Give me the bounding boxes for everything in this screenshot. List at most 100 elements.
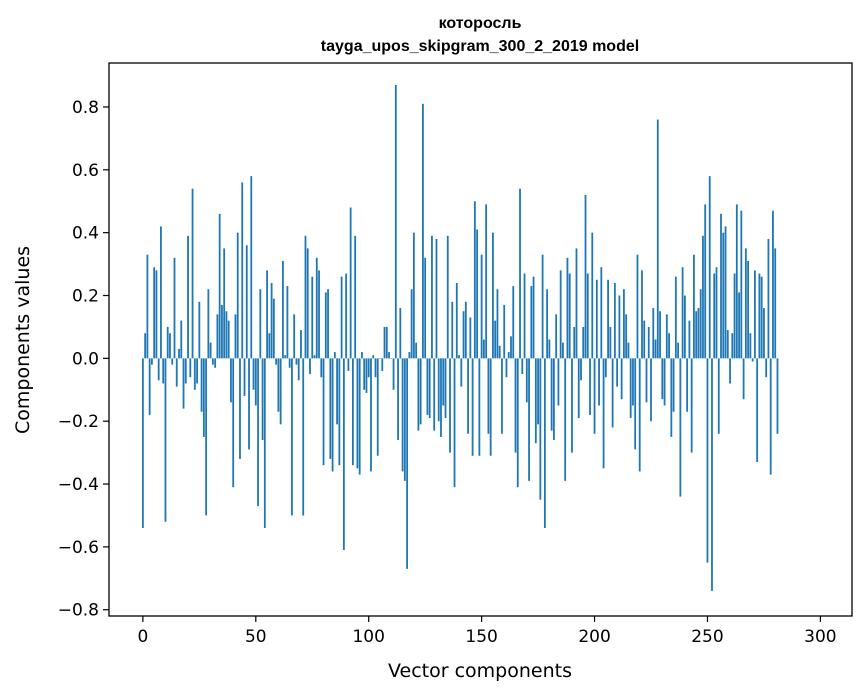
bar — [738, 292, 740, 359]
bar — [760, 276, 763, 359]
y-tick-label: −0.6 — [58, 538, 99, 558]
bar — [155, 270, 158, 359]
chart-title: которосль — [439, 15, 522, 32]
y-tick-label: 0.8 — [72, 98, 99, 118]
bar — [245, 245, 248, 359]
bar — [749, 333, 752, 359]
bar — [654, 339, 657, 359]
bar — [753, 270, 756, 359]
bar — [345, 273, 348, 359]
bar — [254, 358, 257, 406]
bar — [514, 358, 517, 453]
bar — [363, 358, 366, 390]
bar — [632, 358, 634, 406]
bar — [304, 235, 307, 359]
bar — [169, 333, 171, 359]
bar — [634, 358, 637, 450]
bar — [668, 333, 670, 359]
bar — [383, 326, 386, 359]
bar — [602, 358, 605, 469]
y-tick-label: −0.4 — [58, 475, 99, 495]
bar — [184, 358, 187, 384]
bar — [550, 358, 553, 431]
bar — [281, 260, 284, 359]
bar — [211, 358, 214, 365]
bar — [650, 358, 652, 422]
bar — [776, 358, 779, 434]
bar — [178, 348, 180, 359]
bar — [198, 301, 201, 359]
bar — [306, 248, 309, 359]
bar — [311, 276, 314, 359]
bar — [636, 254, 639, 359]
x-tick-label: 0 — [137, 627, 148, 647]
bar — [342, 358, 345, 551]
bar — [440, 358, 442, 437]
y-axis-label: Components values — [12, 246, 34, 434]
bar — [482, 339, 485, 359]
bar — [175, 358, 178, 387]
bar — [327, 289, 329, 359]
bar — [557, 358, 560, 406]
bar — [437, 358, 440, 422]
bar — [573, 326, 576, 359]
bar — [769, 358, 772, 475]
y-tick-label: −0.2 — [58, 412, 99, 432]
bar — [218, 213, 221, 359]
bar — [598, 358, 600, 406]
x-tick-label: 50 — [245, 627, 267, 647]
bar — [525, 358, 528, 403]
chart-subtitle: tayga_upos_skipgram_300_2_2019 model — [321, 38, 639, 55]
bar — [322, 358, 325, 466]
bar — [607, 279, 610, 359]
bar — [428, 358, 431, 419]
bar — [286, 286, 289, 359]
bar — [351, 358, 354, 466]
bar — [225, 311, 228, 359]
bar — [424, 257, 427, 359]
bar — [401, 358, 404, 472]
bar — [205, 358, 208, 516]
bar — [187, 235, 189, 359]
bar — [516, 358, 519, 488]
bar — [367, 358, 370, 378]
y-axis-ticks: −0.8 −0.6 −0.4 −0.2 0.0 0.2 0.4 0.6 0.8 — [58, 98, 109, 621]
x-tick-label: 250 — [691, 627, 723, 647]
bar — [623, 289, 625, 359]
bar — [485, 204, 488, 359]
bar — [381, 358, 384, 371]
bar — [613, 282, 616, 359]
bar — [706, 358, 709, 563]
bar — [433, 358, 436, 431]
bar — [329, 358, 332, 459]
bar — [148, 358, 151, 415]
bar — [374, 358, 377, 378]
bar — [722, 232, 725, 359]
bar — [693, 254, 695, 359]
bar — [257, 358, 259, 507]
bar — [221, 304, 223, 359]
bar — [268, 333, 271, 359]
bar — [645, 358, 648, 403]
bar — [690, 358, 693, 453]
bar — [620, 358, 623, 400]
bar — [422, 103, 424, 359]
bar — [214, 358, 217, 368]
bar — [182, 358, 185, 409]
bar — [683, 295, 686, 359]
bar — [530, 286, 533, 359]
bar — [406, 358, 409, 569]
bar — [731, 333, 734, 359]
bar — [611, 358, 614, 428]
plot-frame — [108, 62, 853, 617]
bar — [643, 320, 646, 359]
bar — [354, 235, 357, 359]
bar — [320, 358, 323, 378]
bar — [629, 358, 632, 419]
bar — [270, 282, 273, 359]
bar — [652, 308, 655, 359]
bar — [453, 358, 456, 488]
bar — [507, 352, 510, 359]
bar — [681, 267, 684, 359]
